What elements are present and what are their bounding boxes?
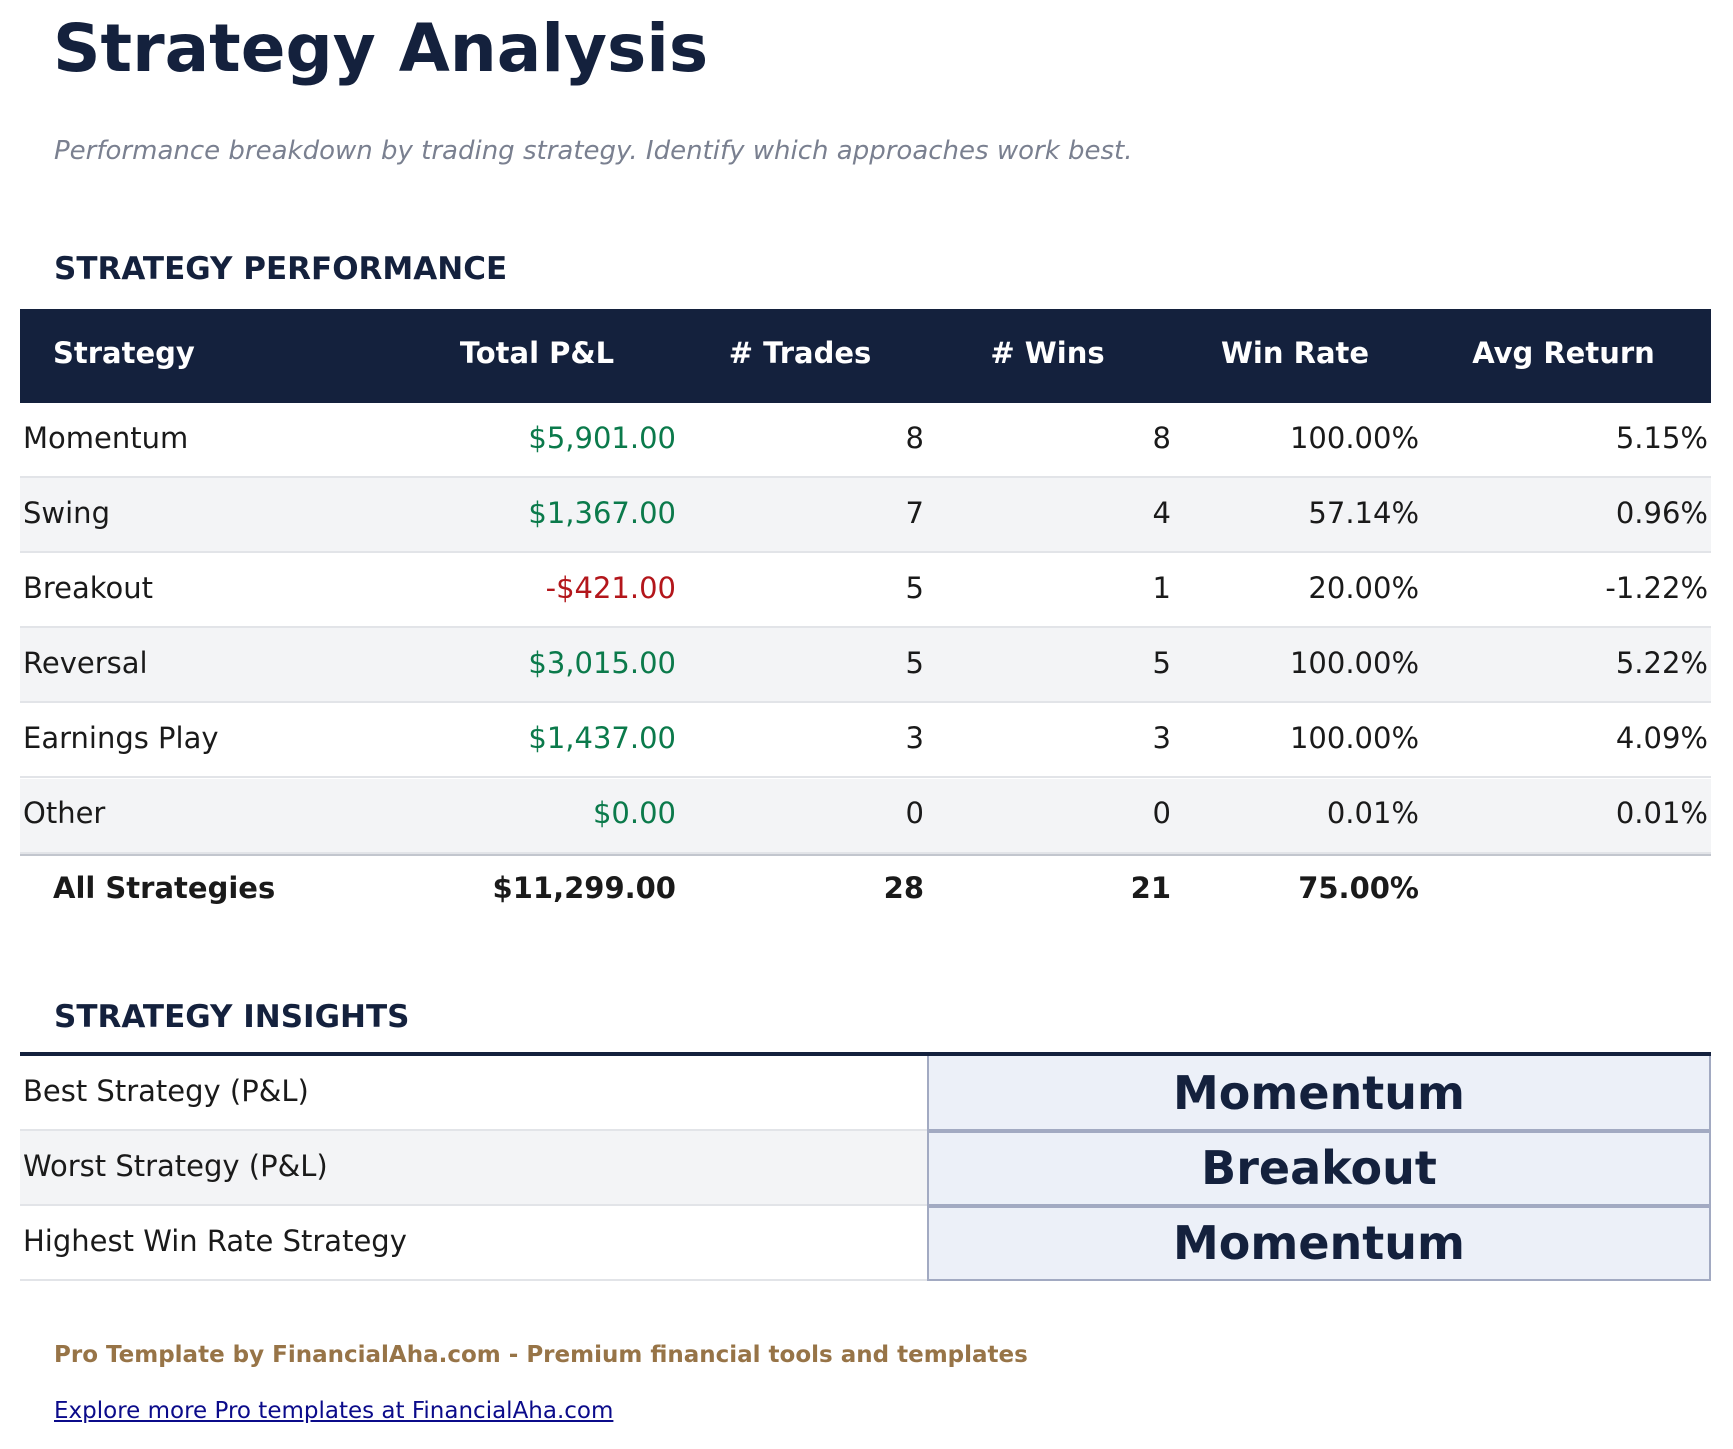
total-cell: 28	[883, 871, 924, 906]
table-cell: $1,367.00	[528, 495, 676, 530]
table-cell: 0.96%	[1615, 495, 1708, 530]
insight-row	[20, 1206, 927, 1282]
section-heading: STRATEGY INSIGHTS	[54, 999, 410, 1035]
column-header: Strategy	[53, 336, 195, 370]
strategy-name: Momentum	[23, 420, 189, 455]
table-cell: $1,437.00	[528, 720, 676, 755]
strategy-name: Other	[23, 796, 106, 831]
table-cell: 8	[1152, 420, 1171, 455]
insight-label: Worst Strategy (P&L)	[23, 1148, 328, 1183]
table-cell: 8	[905, 420, 924, 455]
table-cell: $0.00	[592, 796, 676, 831]
table-cell: 5	[905, 570, 924, 605]
table-cell: 5	[905, 645, 924, 680]
strategy-name: Swing	[23, 495, 110, 530]
table-cell: 4.09%	[1615, 720, 1708, 755]
column-header: # Trades	[728, 336, 872, 370]
table-cell: -1.22%	[1605, 570, 1708, 605]
table-cell: 100.00%	[1289, 420, 1419, 455]
table-cell: 100.00%	[1289, 720, 1419, 755]
insight-value-cell	[927, 1131, 1711, 1207]
table-cell: 0.01%	[1326, 796, 1419, 831]
table-cell: 5	[1152, 645, 1171, 680]
insight-label: Highest Win Rate Strategy	[23, 1223, 407, 1258]
table-row	[20, 553, 1711, 629]
table-cell: 0.01%	[1615, 796, 1708, 831]
table-header	[20, 309, 1711, 403]
footer-credit: Pro Template by FinancialAha.com - Premi…	[54, 1342, 1028, 1368]
insight-value: Breakout	[1201, 1140, 1437, 1195]
table-cell: 20.00%	[1308, 570, 1419, 605]
total-cell: All Strategies	[53, 871, 276, 906]
insight-row	[20, 1131, 927, 1207]
table-cell: 57.14%	[1308, 495, 1419, 530]
column-header: Win Rate	[1220, 336, 1370, 370]
table-row	[20, 478, 1711, 554]
insight-value: Momentum	[1173, 1215, 1465, 1270]
table-cell: 5.15%	[1615, 420, 1708, 455]
table-cell: $5,901.00	[528, 420, 676, 455]
table-cell: 1	[1152, 570, 1171, 605]
strategy-name: Reversal	[23, 645, 148, 680]
table-cell: 3	[905, 720, 924, 755]
title: Strategy Analysis	[53, 10, 709, 87]
table-cell: 100.00%	[1289, 645, 1419, 680]
insight-value-cell	[927, 1056, 1711, 1132]
total-cell: 75.00%	[1298, 871, 1419, 906]
column-header: # Wins	[990, 336, 1105, 370]
table-cell: 7	[905, 495, 924, 530]
section-heading: STRATEGY PERFORMANCE	[54, 251, 508, 287]
total-divider	[20, 853, 1711, 856]
table-cell: 0	[1152, 796, 1171, 831]
table-cell: 0	[905, 796, 924, 831]
table-row	[20, 703, 1711, 779]
table-cell: 3	[1152, 720, 1171, 755]
strategy-name: Breakout	[23, 570, 154, 605]
table-row	[20, 403, 1711, 479]
strategy-name: Earnings Play	[23, 720, 219, 755]
insights-top-border	[20, 1052, 1711, 1056]
insight-row	[20, 1056, 927, 1132]
table-cell: 4	[1152, 495, 1171, 530]
table-cell: -$421.00	[545, 570, 676, 605]
table-cell: 5.22%	[1615, 645, 1708, 680]
total-cell: 21	[1130, 871, 1171, 906]
footer-link[interactable]: Explore more Pro templates at FinancialA…	[54, 1398, 614, 1424]
subtitle: Performance breakdown by trading strateg…	[54, 136, 1133, 166]
insight-value-cell	[927, 1206, 1711, 1282]
table-row	[20, 778, 1711, 854]
table-cell: $3,015.00	[528, 645, 676, 680]
column-header: Avg Return	[1472, 336, 1655, 370]
table-row	[20, 628, 1711, 704]
column-header: Total P&L	[459, 336, 615, 370]
total-cell: $11,299.00	[492, 871, 676, 906]
insight-value: Momentum	[1173, 1065, 1465, 1120]
insight-label: Best Strategy (P&L)	[23, 1073, 309, 1108]
